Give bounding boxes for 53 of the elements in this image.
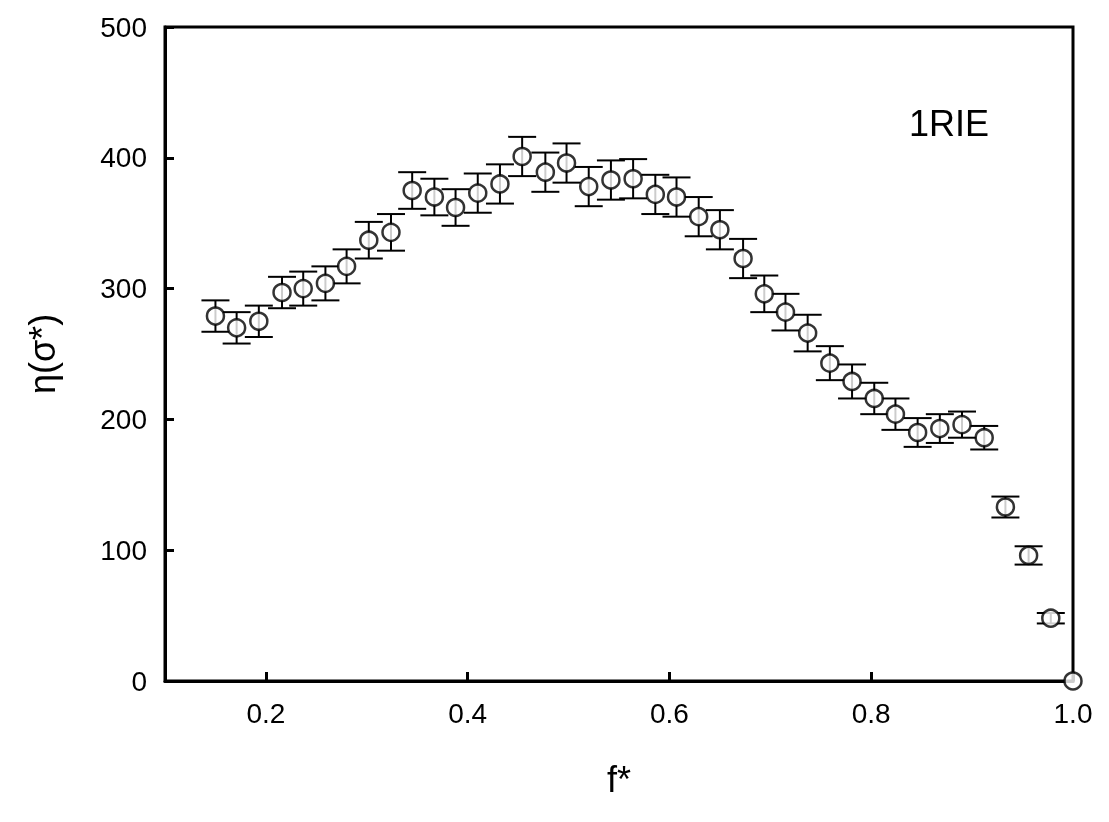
y-tick-label: 300	[100, 273, 147, 305]
y-tick-label: 200	[100, 403, 147, 435]
point	[512, 146, 532, 167]
point	[995, 497, 1016, 517]
point	[226, 318, 247, 338]
point	[205, 306, 226, 326]
x-tick-label: 0.4	[448, 697, 488, 729]
y-tick-label: 0	[131, 665, 147, 697]
y-tick-label: 400	[100, 142, 147, 174]
point	[754, 284, 775, 304]
point	[820, 353, 840, 373]
point	[402, 180, 422, 201]
point	[293, 278, 313, 299]
point	[864, 388, 884, 409]
point	[424, 187, 445, 207]
point	[468, 183, 488, 203]
point	[1041, 608, 1061, 628]
point	[556, 153, 577, 173]
point	[974, 427, 994, 448]
annotation: 1RIE	[908, 102, 990, 144]
point	[381, 222, 401, 243]
point	[885, 404, 906, 424]
point	[315, 273, 336, 294]
x-tick-label: 0.2	[246, 697, 286, 729]
point	[623, 168, 643, 189]
point	[445, 197, 466, 218]
point	[775, 302, 796, 322]
point	[733, 248, 753, 269]
y-tick-label: 500	[100, 11, 147, 43]
x-tick-label: 1.0	[1053, 697, 1093, 729]
point	[1018, 545, 1039, 566]
point	[1063, 671, 1083, 691]
point	[272, 282, 292, 303]
point	[535, 162, 556, 182]
point	[359, 230, 379, 250]
point	[249, 311, 269, 332]
x-axis-title: f*	[606, 758, 632, 800]
x-tick-label: 0.8	[851, 697, 891, 729]
point	[579, 176, 599, 197]
point	[952, 414, 972, 435]
point	[688, 206, 709, 227]
point	[797, 323, 818, 343]
point	[490, 174, 510, 194]
point	[645, 184, 666, 205]
x-tick-label: 0.6	[649, 697, 689, 729]
point	[601, 170, 621, 190]
point	[710, 219, 730, 240]
point	[336, 256, 357, 277]
point	[666, 187, 687, 207]
point	[930, 418, 950, 439]
point	[842, 371, 862, 392]
y-axis-title: η(σ*)	[21, 313, 63, 395]
y-tick-label: 100	[100, 534, 147, 566]
